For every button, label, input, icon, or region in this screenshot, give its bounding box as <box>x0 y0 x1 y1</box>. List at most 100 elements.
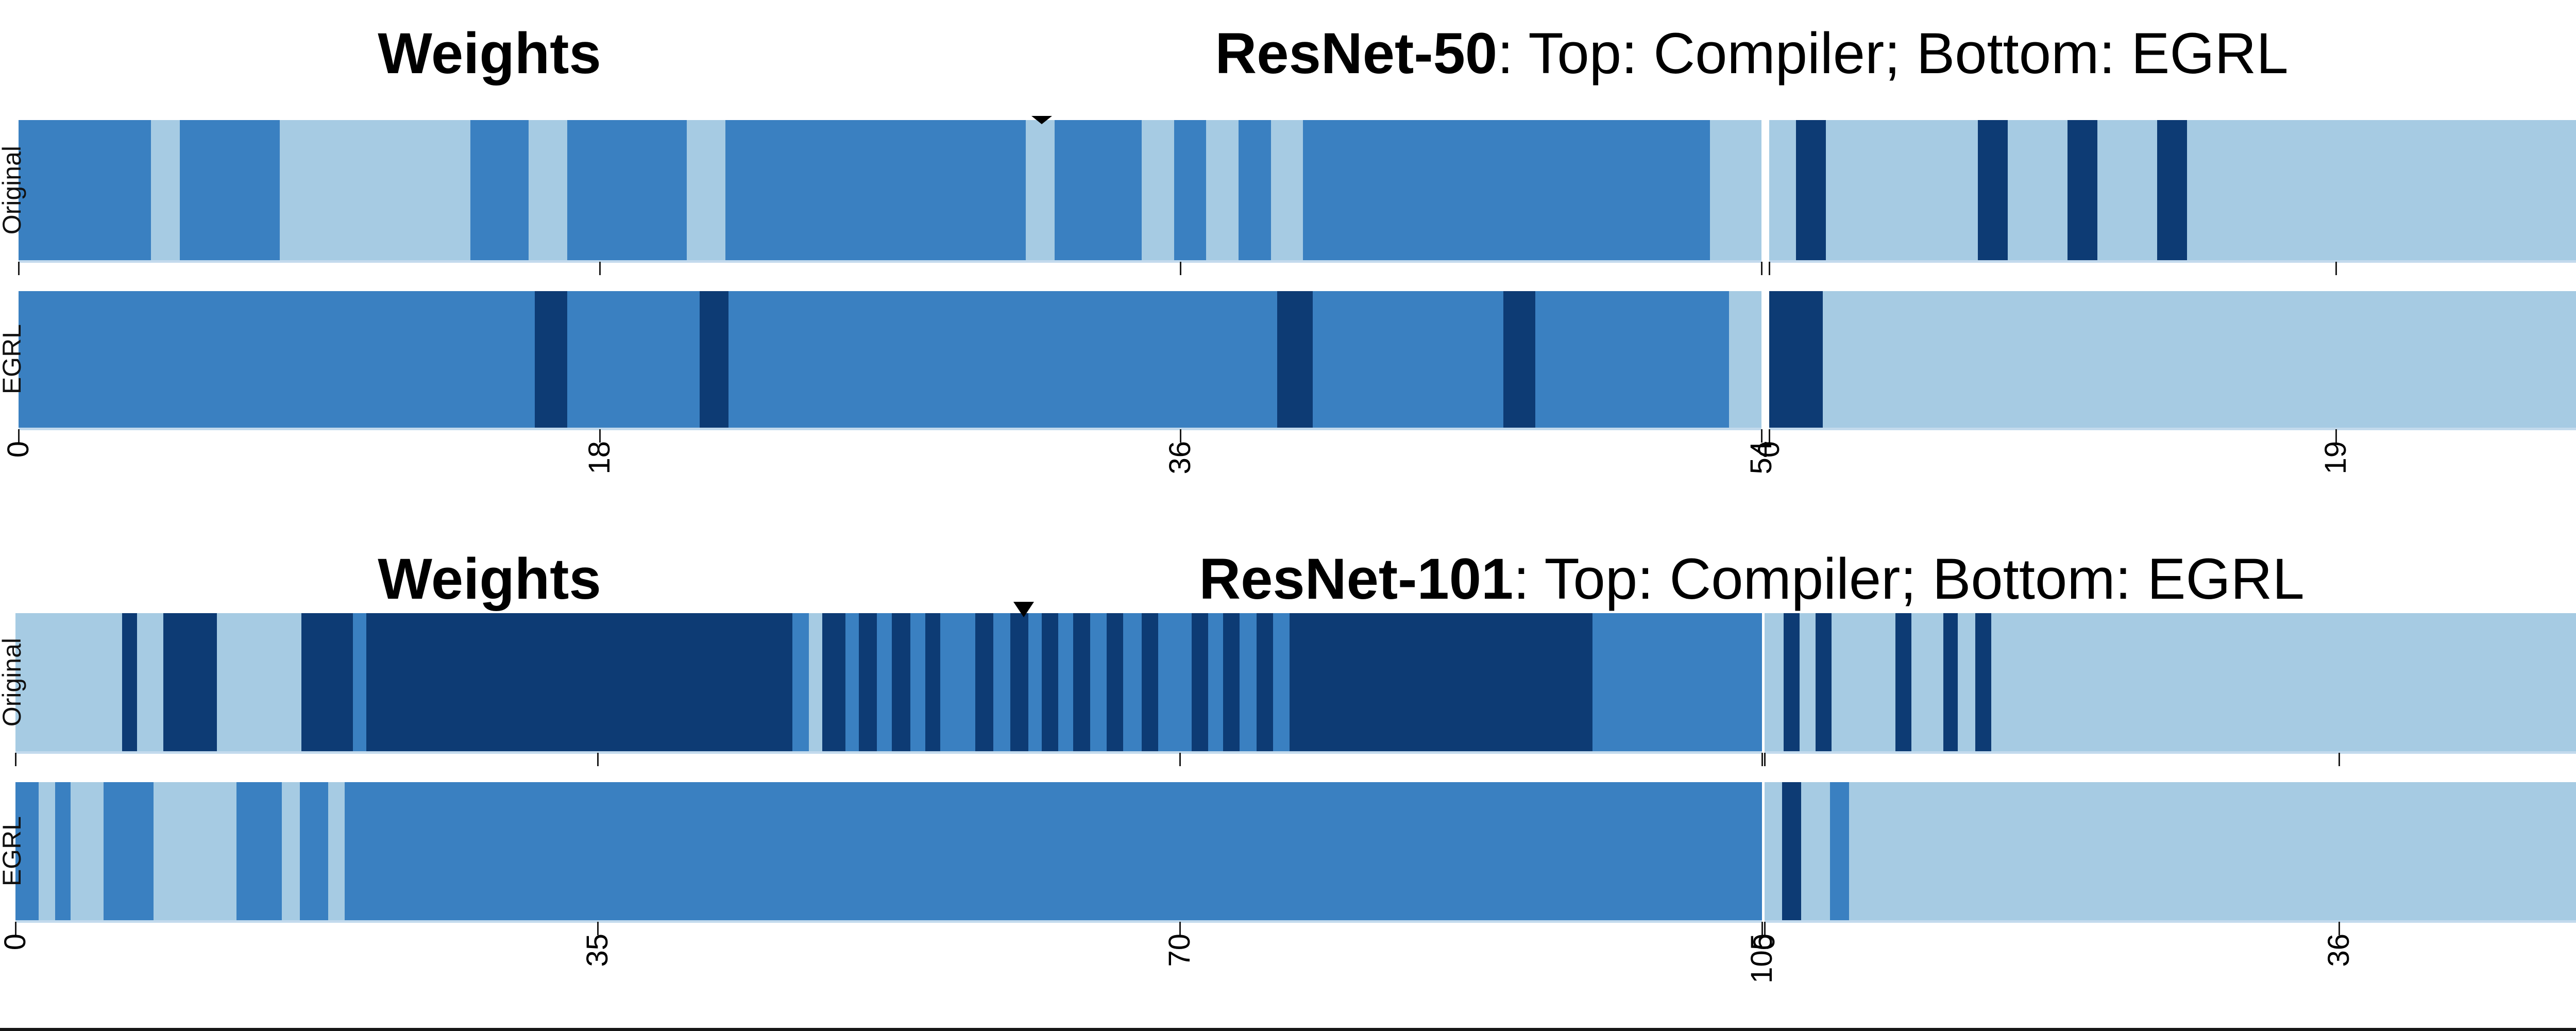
segment-llc <box>728 291 1278 428</box>
x-tick-label-text: 35 <box>581 934 614 967</box>
segment-dram <box>858 613 877 751</box>
x-tick-label: 0 <box>1752 441 1786 562</box>
model-title-resnet-50: ResNet-50: Top: Compiler; Bottom: EGRL <box>1215 25 2288 82</box>
segment-llc <box>1123 613 1142 751</box>
segment-sram <box>1991 613 2576 751</box>
x-tick-label: 0 <box>1748 934 1781 1031</box>
segment-dram <box>2157 120 2187 260</box>
x-tick-label: 36 <box>1163 441 1197 562</box>
segment-llc <box>567 120 687 260</box>
segment-llc <box>1240 613 1257 751</box>
segment-dram <box>535 291 567 428</box>
segment-sram <box>1849 782 2576 920</box>
weights-heading-text: Weights <box>378 21 601 86</box>
bar-resnet-101-weights-original <box>15 613 1762 754</box>
x-tick-label-text: 18 <box>582 441 616 475</box>
segment-sram <box>39 782 56 920</box>
segment-dram <box>1256 613 1273 751</box>
tick-mark <box>1761 922 1763 935</box>
x-tick-label: 70 <box>1163 934 1196 1031</box>
x-tick-label: 19 <box>2319 441 2352 562</box>
segment-dram <box>1784 613 1800 751</box>
segment-llc <box>1592 613 1762 751</box>
segment-sram <box>15 613 122 751</box>
segment-sram <box>809 613 822 751</box>
tick-mark <box>597 922 599 935</box>
tick-mark <box>1179 753 1181 766</box>
segment-sram <box>1826 120 1978 260</box>
segment-sram <box>1911 613 1943 751</box>
tick-mark <box>1180 262 1182 275</box>
bar-resnet-101-weights-egrl <box>15 782 1762 923</box>
segment-dram <box>1042 613 1059 751</box>
segment-dram <box>366 613 792 751</box>
row-label-text: EGRL <box>0 324 26 395</box>
segment-llc <box>1158 613 1192 751</box>
tick-mark <box>1761 753 1763 766</box>
segment-sram <box>1025 120 1055 260</box>
segment-sram <box>1270 120 1303 260</box>
weights-heading-text: Weights <box>378 547 601 611</box>
segment-dram <box>822 613 846 751</box>
segment-sram <box>1206 120 1239 260</box>
segment-llc <box>725 120 1026 260</box>
segment-llc <box>877 613 892 751</box>
segment-sram <box>528 120 567 260</box>
segment-dram <box>1943 613 1958 751</box>
segment-sram <box>2097 120 2157 260</box>
tick-mark <box>1769 262 1770 275</box>
segment-llc <box>993 613 1010 751</box>
segment-llc <box>1303 120 1710 260</box>
tick-mark <box>2338 922 2340 935</box>
segment-llc <box>1313 291 1503 428</box>
tick-mark <box>15 753 16 766</box>
tick-mark <box>2335 429 2337 443</box>
segment-sram <box>1800 613 1816 751</box>
segment-llc <box>55 782 71 920</box>
segment-llc <box>353 613 367 751</box>
segment-sram <box>153 782 237 920</box>
tick-mark <box>1179 922 1181 935</box>
segment-dram <box>1895 613 1911 751</box>
tick-mark <box>15 922 16 935</box>
segment-sram <box>1729 291 1761 428</box>
segment-sram <box>280 120 471 260</box>
segment-dram <box>1975 613 1991 751</box>
segment-dram <box>1503 291 1536 428</box>
x-tick-label-text: 70 <box>1163 934 1196 967</box>
tick-mark <box>18 262 20 275</box>
segment-llc <box>1058 613 1074 751</box>
segment-llc <box>1055 120 1142 260</box>
model-title-suffix: : Top: Compiler; Bottom: EGRL <box>1497 21 2289 86</box>
segment-dram <box>1223 613 1240 751</box>
segment-sram <box>1142 120 1174 260</box>
segment-dram <box>1978 120 2008 260</box>
segment-dram <box>1796 120 1826 260</box>
weights-heading-resnet-101: Weights <box>378 550 601 608</box>
row-label-egrl: EGRL <box>0 291 26 428</box>
row-label-text: EGRL <box>0 816 26 887</box>
tick-mark <box>1761 262 1762 275</box>
segment-llc <box>1535 291 1730 428</box>
x-tick-label-text: 36 <box>1163 441 1197 475</box>
segment-llc <box>1028 613 1042 751</box>
segment-llc <box>19 120 151 260</box>
x-tick-label: 18 <box>583 441 616 562</box>
segment-llc <box>180 120 280 260</box>
x-tick-label-text: 0 <box>1752 441 1786 458</box>
bar-resnet-101-activations-original <box>1765 613 2576 754</box>
weights-heading-resnet-50: Weights <box>378 25 601 82</box>
segment-sram <box>1769 120 1797 260</box>
segment-llc <box>104 782 154 920</box>
row-label-original: Original <box>0 120 26 260</box>
x-tick-label-text: 0 <box>2 441 35 458</box>
segment-sram <box>2008 120 2068 260</box>
model-title-suffix: : Top: Compiler; Bottom: EGRL <box>1513 547 2304 611</box>
x-tick-label-text: 36 <box>2321 934 2355 967</box>
segment-dram <box>1141 613 1159 751</box>
segment-dram <box>2067 120 2098 260</box>
row-label-egrl: EGRL <box>0 782 26 920</box>
tick-mark <box>1769 429 1770 443</box>
segment-dram <box>975 613 994 751</box>
figure-bottom-rule <box>0 1028 2576 1031</box>
